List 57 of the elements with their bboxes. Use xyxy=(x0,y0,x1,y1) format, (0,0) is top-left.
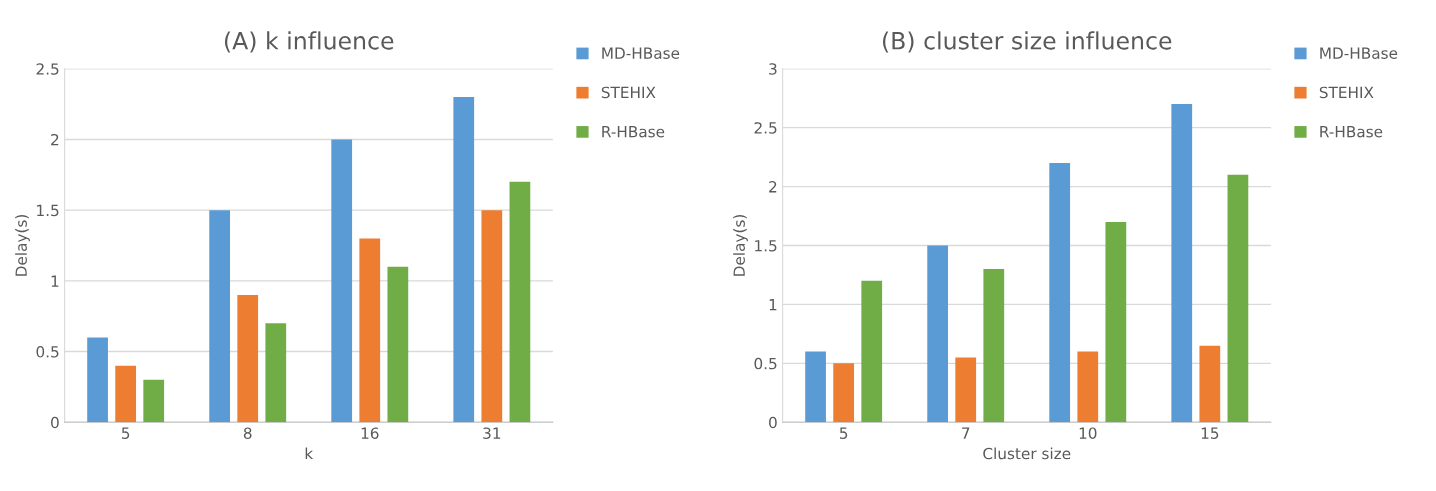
bar xyxy=(331,139,353,423)
bar xyxy=(805,351,826,423)
y-tick-label: 2.5 xyxy=(754,122,777,134)
legend-label: MD-HBase xyxy=(1320,47,1398,59)
x-tick-label: 5 xyxy=(121,427,130,439)
y-tick-label: 1 xyxy=(51,275,59,287)
bar xyxy=(1199,345,1221,423)
y-tick-label: 1.5 xyxy=(755,240,777,252)
y-axis-title: Delay(s) xyxy=(15,214,30,276)
x-tick-label: 7 xyxy=(962,427,970,439)
bar xyxy=(209,210,231,423)
chart-title: (A) k influence xyxy=(224,31,394,53)
legend-label: MD-HBase xyxy=(602,47,680,59)
bar xyxy=(1049,163,1071,423)
bar xyxy=(481,210,503,423)
bar xyxy=(387,266,409,423)
bar xyxy=(359,238,381,423)
y-tick-label: 3 xyxy=(769,63,777,75)
bar xyxy=(833,363,855,423)
bar xyxy=(1227,174,1249,423)
x-tick-label: 8 xyxy=(243,427,252,439)
bar xyxy=(955,357,977,423)
bar xyxy=(927,245,949,423)
bar xyxy=(1077,351,1099,423)
legend-label: STEHIX xyxy=(601,86,656,99)
y-axis-title: Delay(s) xyxy=(733,214,748,276)
bar xyxy=(115,365,137,423)
y-tick-label: 2 xyxy=(769,181,777,193)
y-tick-label: 1 xyxy=(769,299,777,311)
y-tick-label: 0 xyxy=(51,416,59,429)
bar xyxy=(237,294,259,423)
x-tick-label: 16 xyxy=(361,427,379,439)
x-axis-title: Cluster size xyxy=(983,447,1071,460)
chart-title: (B) cluster size influence xyxy=(882,31,1172,53)
x-tick-label: 31 xyxy=(483,427,501,439)
bar xyxy=(983,269,1005,423)
y-tick-label: 0.5 xyxy=(36,346,59,358)
x-axis-title: k xyxy=(305,447,314,460)
y-tick-label: 2.5 xyxy=(36,63,59,75)
y-tick-label: 1.5 xyxy=(37,204,59,217)
bar xyxy=(87,337,108,423)
legend-label: STEHIX xyxy=(1319,86,1374,99)
x-tick-label: 10 xyxy=(1079,427,1097,439)
x-tick-label: 5 xyxy=(839,427,848,439)
bar xyxy=(265,323,287,423)
bar xyxy=(861,280,883,423)
y-tick-label: 0 xyxy=(769,416,777,429)
bar xyxy=(1105,221,1127,423)
bar xyxy=(453,97,475,423)
y-tick-label: 0.5 xyxy=(754,357,777,370)
legend-label: R-HBase xyxy=(602,126,665,138)
legend-label: R-HBase xyxy=(1320,126,1383,138)
bar xyxy=(143,379,165,423)
bar xyxy=(1171,104,1193,423)
bar xyxy=(509,181,531,423)
x-tick-label: 15 xyxy=(1201,427,1219,439)
y-tick-label: 2 xyxy=(51,133,59,146)
